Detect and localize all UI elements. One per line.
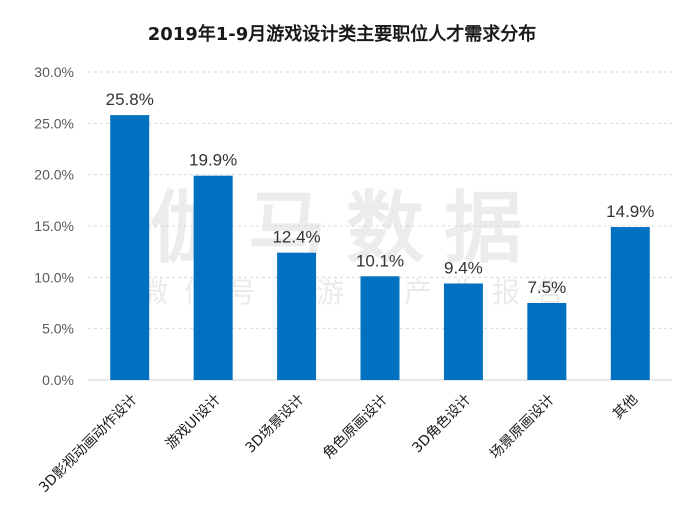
x-axis-tick-labels: 3D影视动画动作设计 游戏UI设计 3D场景设计 角色原画设计 3D角色设计 场景原画设计… [36, 391, 641, 496]
bar [610, 227, 650, 380]
bar [193, 175, 233, 380]
chart-title: 2019年1-9月游戏设计类主要职位人才需求分布 [148, 23, 537, 45]
y-axis-tick-labels: 0.0% 5.0% 10.0% 15.0% 20.0% 25.0% 30.0% [34, 64, 74, 388]
data-label: 12.4% [272, 228, 320, 247]
bar [527, 303, 567, 380]
x-tick-label: 3D角色设计 [409, 391, 475, 457]
x-tick-label: 其他 [610, 392, 641, 423]
x-tick-label: 3D影视动画动作设计 [36, 392, 140, 496]
y-tick-label: 5.0% [42, 321, 74, 337]
x-tick-label: 场景原画设计 [487, 392, 558, 463]
y-tick-label: 20.0% [34, 167, 74, 183]
y-tick-label: 10.0% [34, 269, 74, 285]
y-tick-label: 30.0% [34, 64, 74, 80]
x-tick-label: 3D场景设计 [243, 392, 308, 457]
data-label: 9.4% [444, 258, 483, 277]
bar [277, 252, 317, 380]
data-label: 14.9% [606, 202, 654, 221]
data-label: 19.9% [189, 151, 237, 170]
data-label: 25.8% [106, 90, 154, 109]
data-labels: 25.8% 19.9% 12.4% 10.1% 9.4% 7.5% 14.9% [106, 90, 655, 297]
y-tick-label: 15.0% [34, 218, 74, 234]
bars [110, 115, 650, 381]
bar [360, 276, 400, 380]
data-label: 7.5% [527, 278, 566, 297]
y-tick-label: 25.0% [34, 115, 74, 131]
bar [443, 283, 483, 380]
y-tick-label: 0.0% [42, 372, 74, 388]
x-tick-label: 游戏UI设计 [163, 392, 224, 453]
x-tick-label: 角色原画设计 [319, 391, 390, 462]
bar [110, 115, 150, 381]
data-label: 10.1% [356, 251, 404, 270]
